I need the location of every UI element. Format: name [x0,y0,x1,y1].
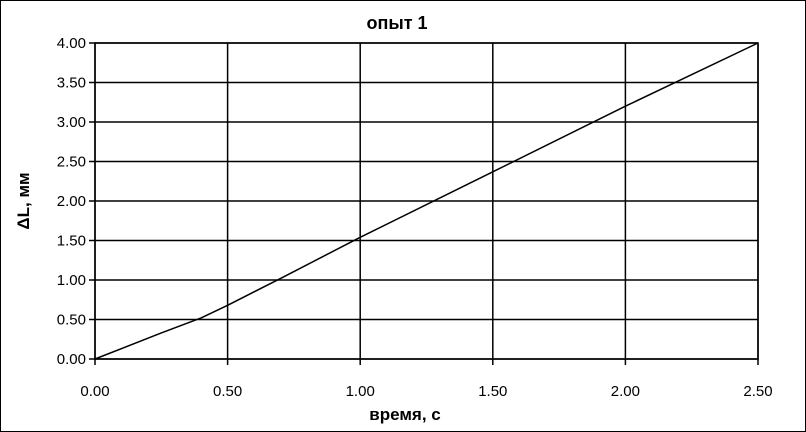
x-tick-labels: 0.00 0.50 1.00 1.50 2.00 2.50 [80,383,772,400]
y-tick-label: 0.50 [57,312,86,329]
x-tick-label: 2.50 [743,383,772,400]
y-tick-label: 0.00 [57,351,86,368]
x-axis-title: время, с [369,405,440,424]
x-tick-label: 0.00 [80,383,109,400]
plot-area-border [94,42,759,360]
y-tick-labels: 0.00 0.50 1.00 1.50 2.00 2.50 3.00 3.50 4.00 [57,35,86,368]
y-tick-label: 2.00 [57,193,86,210]
chart-title: опыт 1 [366,13,427,33]
x-tick-label: 2.00 [611,383,640,400]
grid-lines [89,42,759,365]
series-group [94,42,759,360]
y-tick-label: 2.50 [57,154,86,171]
x-tick-label: 1.00 [346,383,375,400]
series-line [94,42,759,360]
y-tick-label: 3.00 [57,114,86,131]
y-tick-label: 3.50 [57,75,86,92]
y-tick-label: 4.00 [57,35,86,52]
x-tick-label: 1.50 [478,383,507,400]
x-tick-label: 0.50 [213,383,242,400]
y-tick-label: 1.50 [57,233,86,250]
y-axis-title: ΔL, мм [14,172,33,229]
y-tick-label: 1.00 [57,272,86,289]
